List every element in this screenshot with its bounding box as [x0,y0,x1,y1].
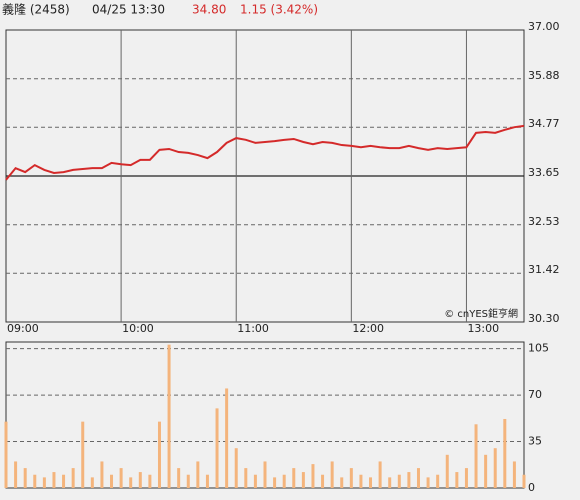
volume-bar [33,474,37,488]
last-price: 34.80 [192,3,226,17]
volume-bar [196,461,200,488]
volume-bar [100,461,104,488]
volume-bar [311,464,315,488]
volume-bar [110,474,114,488]
volume-bar [407,472,411,488]
volume-bar [455,472,459,488]
volume-bar [512,461,516,488]
volume-bar [157,421,161,488]
volume-bar [301,472,305,488]
volume-bar [234,448,238,488]
volume-bar [369,477,373,488]
volume-bar [138,472,142,488]
volume-bar [330,461,334,488]
y-tick-label: 105 [528,342,549,355]
y-tick-label: 34.77 [528,117,560,130]
y-tick-label: 32.53 [528,215,560,228]
volume-bar [426,477,430,488]
volume-bar [484,454,488,488]
x-tick-label: 12:00 [352,322,384,335]
volume-bar [148,474,152,488]
volume-bar [340,477,344,488]
volume-bar [503,418,507,488]
volume-bar [14,461,18,488]
y-tick-label: 31.42 [528,263,560,276]
price-change: 1.15 (3.42%) [240,3,318,17]
volume-bar [177,468,181,488]
volume-bar [359,474,363,488]
y-tick-label: 35 [528,435,542,448]
volume-bar [388,477,392,488]
y-tick-label: 30.30 [528,312,560,325]
volume-bar [244,468,248,488]
volume-bar [416,468,420,488]
volume-bar [253,474,257,488]
volume-bar [4,421,8,488]
volume-bar [119,468,123,488]
volume-bar [129,477,133,488]
volume-bar [436,474,440,488]
volume-bar [167,344,171,488]
volume-bar [42,477,46,488]
quote-time: 04/25 13:30 [92,3,165,17]
volume-bar [464,468,468,488]
volume-bar [225,388,229,488]
stock-name: 義隆 (2458) [2,2,70,17]
y-tick-label: 33.65 [528,166,560,179]
volume-bar [273,477,277,488]
volume-bar [205,474,209,488]
volume-bar [215,408,219,488]
volume-bar [52,472,56,488]
volume-bar [23,468,27,488]
volume-bar [292,468,296,488]
x-tick-label: 11:00 [237,322,269,335]
volume-bar [493,448,497,488]
x-tick-label: 13:00 [467,322,499,335]
volume-bar [62,474,66,488]
volume-bar [263,461,267,488]
volume-bar [522,474,526,488]
y-tick-label: 37.00 [528,20,560,33]
price-line [5,124,525,181]
volume-bar [282,474,286,488]
volume-bar [474,424,478,488]
volume-bar [321,474,325,488]
y-tick-label: 0 [528,481,535,494]
y-tick-label: 35.88 [528,69,560,82]
volume-bar [397,474,401,488]
watermark: © cnYES鉅亨網 [444,307,518,320]
volume-bar [81,421,85,488]
x-tick-label: 09:00 [7,322,39,335]
volume-bar [71,468,75,488]
volume-bar [445,454,449,488]
x-tick-label: 10:00 [122,322,154,335]
volume-bar [90,477,94,488]
y-tick-label: 70 [528,388,542,401]
volume-bar [349,468,353,488]
volume-bar [378,461,382,488]
volume-bar [186,474,190,488]
